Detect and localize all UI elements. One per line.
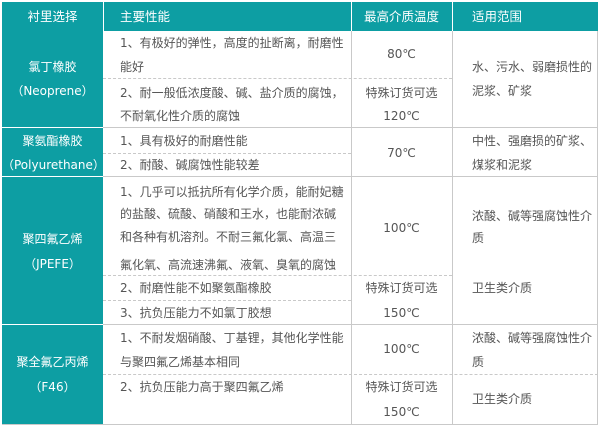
temp-value: 150℃ [383,405,420,419]
lining-name: 氯丁橡胶 [28,60,77,74]
lining-code: （F46） [29,380,76,394]
header-row [2,2,598,31]
property-line: 的盐酸、硫酸、硝酸和王水，也能耐浓碱 [120,207,337,221]
temp-value: 120℃ [383,109,420,123]
property-line: 2、耐一般低浓度酸、碱、盐介质的腐蚀， [120,86,344,100]
lining-code: （JPEFE） [24,257,81,271]
property-line: 不耐氧化性介质的腐蚀 [120,109,241,123]
scope-line: 浓酸、碱等强腐蚀性介 [472,331,593,345]
property-line: 2、耐磨性能不如聚氨酯橡胶 [120,281,272,295]
scope-line: 质 [472,231,485,245]
scope-line: 泥浆、矿浆 [472,84,533,98]
lining-column [2,31,103,424]
property-line: 2、耐酸、碱腐蚀性能较差 [120,158,260,172]
temp-value: 100℃ [383,342,420,356]
lining-name: 聚全氟乙丙烯 [16,355,89,369]
lining-name: 聚氨酯橡胶 [22,134,83,148]
property-line: 1、不耐发烟硝酸、丁基锂，其他化学性能 [120,331,344,345]
scope-line: 中性、强磨损的矿浆、 [472,134,593,148]
property-line: 1、有极好的弹性，高度的扯断离，耐磨性 [120,36,344,50]
scope-line: 卫生类介质 [472,281,533,295]
property-line: 氟化氧、高流速沸氟、液氧、臭氧的腐蚀 [120,258,337,272]
header-max-temp: 最高介质温度 [363,9,439,24]
scope-line: 质 [472,355,485,369]
temp-special: 特殊订货可选 [365,380,438,394]
scope-line: 卫生类介质 [472,392,533,406]
lining-code: （Neoprene） [11,84,94,98]
temp-value: 80℃ [387,47,416,61]
property-line: 1、具有极好的耐磨性能 [120,134,248,148]
temp-special: 特殊订货可选 [365,281,438,295]
property-line: 能好 [120,60,145,74]
temp-value: 100℃ [383,221,420,235]
property-line: 和各种有机溶剂。不耐三氟化氯、高温三 [120,230,337,244]
lining-code: （Polyurethane） [2,158,105,172]
property-line: 1、几乎可以抵抗所有化学介质，能耐妃糖 [120,185,344,199]
header-lining: 衬里选择 [27,9,78,24]
property-line: 3、抗负压能力不如氯丁胶想 [120,306,272,320]
lining-name: 聚四氟乙烯 [22,232,83,246]
header-scope: 适用范围 [472,9,523,24]
temp-value: 150℃ [383,306,420,320]
temp-value: 70℃ [387,146,416,160]
scope-line: 煤浆和泥浆 [472,158,533,172]
temp-special: 特殊订货可选 [365,86,438,100]
header-properties: 主要性能 [120,9,171,24]
scope-line: 水、污水、弱磨损性的 [472,60,593,74]
property-line: 与聚四氟乙烯基本相同 [120,355,241,369]
scope-line: 浓酸、碱等强腐蚀性介 [472,209,593,223]
property-line: 2、抗负压能力高于聚四氟乙烯 [120,380,284,394]
